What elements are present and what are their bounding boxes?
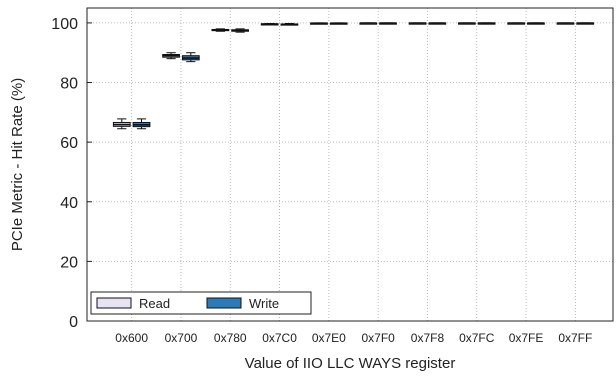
box-write-0x7FC bbox=[477, 22, 496, 25]
x-tick-label: 0x700 bbox=[165, 331, 198, 345]
box-write-0x7FF bbox=[576, 22, 595, 25]
box-read-0x7FF bbox=[556, 22, 575, 25]
box-read-0x7C0 bbox=[260, 23, 279, 26]
x-tick-label: 0x780 bbox=[214, 331, 247, 345]
legend: Read Write bbox=[90, 291, 312, 315]
box-write-0x7E0 bbox=[329, 22, 348, 25]
box-write-0x780 bbox=[231, 28, 249, 33]
legend-swatch-read bbox=[96, 297, 132, 309]
box-write-0x7F8 bbox=[428, 22, 447, 25]
x-tick-label: 0x7FF bbox=[558, 331, 592, 345]
x-tick-label: 0x7C0 bbox=[262, 331, 297, 345]
y-tick-label: 20 bbox=[60, 254, 78, 271]
box-read-0x7F0 bbox=[359, 22, 378, 25]
y-tick-label: 80 bbox=[60, 76, 78, 93]
box-read-0x780 bbox=[211, 28, 230, 32]
box-write-0x7C0 bbox=[280, 23, 299, 26]
box-read-0x700 bbox=[162, 52, 180, 60]
box-read-0x600 bbox=[112, 118, 131, 130]
x-tick-label: 0x7E0 bbox=[312, 331, 346, 345]
plot-frame bbox=[86, 7, 614, 322]
box-read-0x7F8 bbox=[408, 22, 427, 25]
box-read-0x7FC bbox=[458, 22, 476, 25]
y-tick-label: 0 bbox=[69, 314, 78, 331]
y-tick-label: 40 bbox=[60, 195, 78, 212]
legend-swatch-write bbox=[206, 297, 242, 309]
box-layer bbox=[112, 22, 595, 130]
x-ticks: 0x600 0x700 0x780 0x7C0 0x7E0 0x7F0 0x7F8 0x7FC… bbox=[115, 331, 592, 345]
y-axis-label: PCIe Metric - Hit Rate (%) bbox=[9, 78, 26, 251]
box-write-0x600 bbox=[132, 118, 151, 130]
box-read-0x7FE bbox=[507, 22, 526, 25]
box-write-0x700 bbox=[181, 52, 200, 63]
box-read-0x7E0 bbox=[310, 22, 328, 25]
grid-layer bbox=[87, 8, 613, 322]
legend-label-write: Write bbox=[249, 296, 279, 311]
x-tick-label: 0x7F8 bbox=[411, 331, 445, 345]
box-write-0x7F0 bbox=[379, 22, 397, 25]
y-tick-label: 60 bbox=[60, 135, 78, 152]
x-tick-label: 0x600 bbox=[115, 331, 148, 345]
x-tick-label: 0x7FE bbox=[509, 331, 544, 345]
box-write-0x7FE bbox=[527, 22, 545, 25]
x-axis-label: Value of IIO LLC WAYS register bbox=[245, 355, 456, 372]
legend-box bbox=[90, 291, 312, 315]
y-ticks: 0 20 40 60 80 100 bbox=[51, 16, 92, 331]
y-tick-label: 100 bbox=[51, 16, 78, 33]
legend-label-read: Read bbox=[139, 296, 170, 311]
x-tick-label: 0x7FC bbox=[459, 331, 495, 345]
x-tick-label: 0x7F0 bbox=[361, 331, 395, 345]
